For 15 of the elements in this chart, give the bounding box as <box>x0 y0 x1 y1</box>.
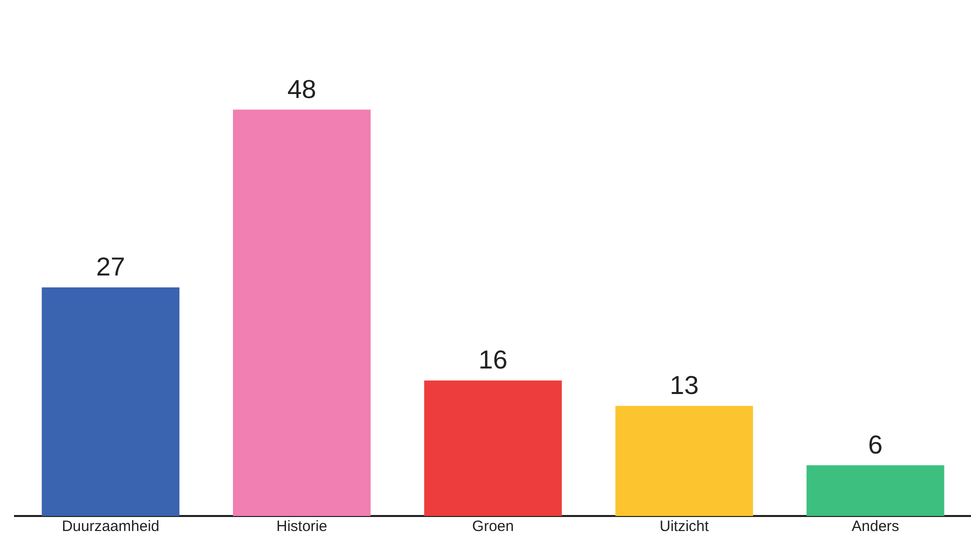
x-tick-label: Groen <box>472 518 514 536</box>
data-label: 27 <box>96 252 126 282</box>
data-label: 13 <box>670 370 699 400</box>
bar <box>806 465 944 516</box>
bar <box>424 380 562 516</box>
data-label: 48 <box>287 74 316 104</box>
bar <box>42 287 180 516</box>
x-tick-label: Duurzaamheid <box>62 518 160 536</box>
bar <box>615 406 754 516</box>
x-tick-label: Anders <box>852 518 900 536</box>
bar <box>232 110 371 516</box>
data-label: 6 <box>868 429 883 460</box>
data-label: 16 <box>478 344 508 375</box>
x-tick-label: Historie <box>276 518 328 536</box>
x-tick-label: Uitzicht <box>660 518 710 536</box>
